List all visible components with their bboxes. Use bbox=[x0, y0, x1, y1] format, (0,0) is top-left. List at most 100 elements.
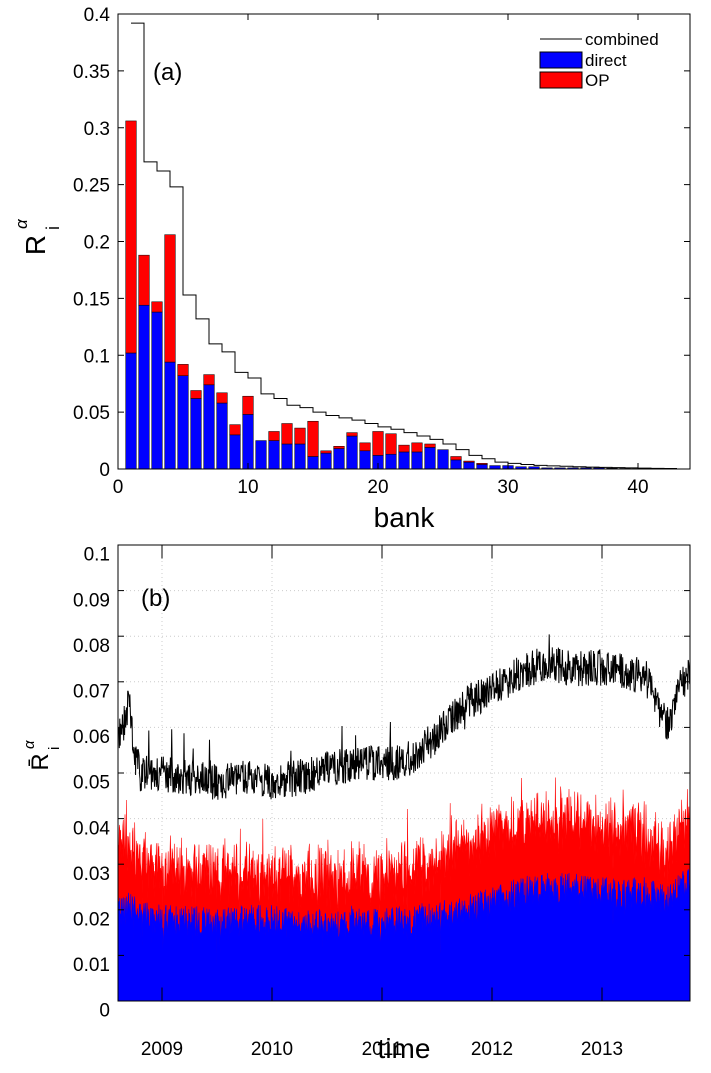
x-tick-label: 40 bbox=[627, 477, 648, 498]
bar-direct bbox=[152, 312, 163, 469]
bar-op bbox=[464, 461, 475, 462]
bar-op bbox=[412, 443, 423, 452]
bar-direct bbox=[321, 453, 332, 469]
x-tick-label: 30 bbox=[497, 477, 518, 498]
y-tick-label: 0.07 bbox=[73, 682, 110, 703]
y-tick-label: 0.15 bbox=[73, 289, 110, 310]
panel-a-label: (a) bbox=[153, 59, 182, 86]
y-tick-label: 0 bbox=[99, 1001, 110, 1022]
x-tick-label: 2010 bbox=[251, 1039, 293, 1060]
y-tick-label: 0.04 bbox=[73, 818, 110, 839]
bar-op bbox=[451, 456, 462, 459]
x-tick-label: 0 bbox=[113, 477, 124, 498]
y-tick-label: 0.05 bbox=[73, 403, 110, 424]
x-tick-label: 2012 bbox=[471, 1039, 513, 1060]
legend-op-label: OP bbox=[585, 71, 610, 90]
bar-direct bbox=[139, 305, 150, 469]
y-tick-label: 0.35 bbox=[73, 62, 110, 83]
panel-a-ylabel: R α i bbox=[12, 218, 63, 255]
y-tick-label: 0.05 bbox=[73, 773, 110, 794]
bar-direct bbox=[191, 398, 202, 469]
bar-direct bbox=[165, 362, 176, 469]
panel-b-label: (b) bbox=[141, 585, 170, 612]
bar-direct bbox=[230, 435, 241, 469]
panel-a-ylabel-base: R bbox=[20, 235, 51, 255]
bar-op bbox=[295, 428, 306, 444]
panel-b-ylabel: R̄ α i bbox=[21, 740, 63, 771]
y-tick-label: 0.1 bbox=[84, 346, 110, 367]
bar-direct bbox=[412, 452, 423, 469]
x-tick-label: 10 bbox=[237, 477, 258, 498]
bar-direct bbox=[438, 450, 449, 469]
bar-direct bbox=[399, 452, 410, 469]
bar-direct bbox=[477, 464, 488, 469]
y-tick-label: 0.09 bbox=[73, 590, 110, 611]
panel-a-ylabel-sub: i bbox=[43, 226, 63, 230]
bar-op bbox=[139, 255, 150, 305]
bar-op bbox=[321, 451, 332, 453]
bar-op bbox=[360, 443, 371, 451]
bar-op bbox=[282, 424, 293, 444]
panel-b-xlabel: time bbox=[378, 1033, 431, 1064]
panel-b-ylabel-sup: α bbox=[21, 740, 38, 749]
panel-a: 0 10 20 30 40 0 0.05 0.1 0.15 0.2 0.25 0.3 0.35 0.4 (… bbox=[12, 5, 690, 533]
svg-text:R: R bbox=[20, 235, 51, 255]
legend-direct-label: direct bbox=[585, 51, 627, 70]
bar-direct bbox=[217, 403, 228, 469]
bar-direct bbox=[204, 385, 215, 469]
bar-direct bbox=[347, 436, 358, 469]
bar-direct bbox=[386, 454, 397, 469]
panel-a-xlabel: bank bbox=[374, 502, 436, 533]
bar-op bbox=[230, 425, 241, 435]
bar-direct bbox=[269, 441, 280, 469]
bar-op bbox=[204, 375, 215, 385]
x-tick-label: 2013 bbox=[581, 1039, 623, 1060]
bar-op bbox=[152, 302, 163, 312]
bar-direct bbox=[425, 447, 436, 469]
bar-op bbox=[165, 235, 176, 362]
bar-op bbox=[334, 446, 345, 448]
y-tick-label: 0.4 bbox=[84, 5, 111, 26]
bar-op bbox=[191, 391, 202, 399]
bar-direct bbox=[490, 466, 501, 469]
bar-direct bbox=[360, 451, 371, 469]
bar-op bbox=[217, 393, 228, 403]
y-tick-label: 0.02 bbox=[73, 910, 110, 931]
bar-direct bbox=[451, 460, 462, 469]
bar-op bbox=[347, 433, 358, 436]
bar-direct bbox=[295, 444, 306, 469]
bar-op bbox=[373, 431, 384, 455]
y-tick-label: 0.03 bbox=[73, 864, 110, 885]
y-tick-label: 0.08 bbox=[73, 636, 110, 657]
bar-op bbox=[399, 445, 410, 452]
legend-op-swatch bbox=[540, 72, 582, 88]
y-tick-label: 0.2 bbox=[84, 233, 110, 254]
bar-op bbox=[243, 396, 254, 414]
panel-a-ylabel-sup: α bbox=[12, 218, 31, 229]
bar-direct bbox=[308, 456, 319, 469]
y-tick-label: 0.01 bbox=[73, 955, 110, 976]
bar-direct bbox=[178, 376, 189, 469]
bar-direct bbox=[282, 444, 293, 469]
y-tick-label: 0.1 bbox=[84, 545, 110, 566]
y-tick-label: 0.06 bbox=[73, 727, 110, 748]
bar-op bbox=[126, 121, 137, 353]
x-tick-label: 20 bbox=[367, 477, 388, 498]
bar-direct bbox=[126, 353, 137, 469]
legend-direct-swatch bbox=[540, 52, 582, 68]
bar-op bbox=[386, 434, 397, 454]
y-tick-label: 0.25 bbox=[73, 176, 110, 197]
bar-op bbox=[178, 364, 189, 375]
panel-b-ylabel-sub: i bbox=[46, 747, 63, 750]
bar-op bbox=[269, 431, 280, 440]
bar-direct bbox=[243, 414, 254, 469]
bar-direct bbox=[464, 462, 475, 469]
bar-op bbox=[477, 463, 488, 464]
panel-b-ylabel-base: R̄ bbox=[27, 753, 54, 770]
x-tick-label: 2009 bbox=[141, 1039, 183, 1060]
y-tick-label: 0.3 bbox=[84, 119, 110, 140]
y-tick-label: 0 bbox=[99, 460, 110, 481]
bar-op bbox=[425, 444, 436, 447]
